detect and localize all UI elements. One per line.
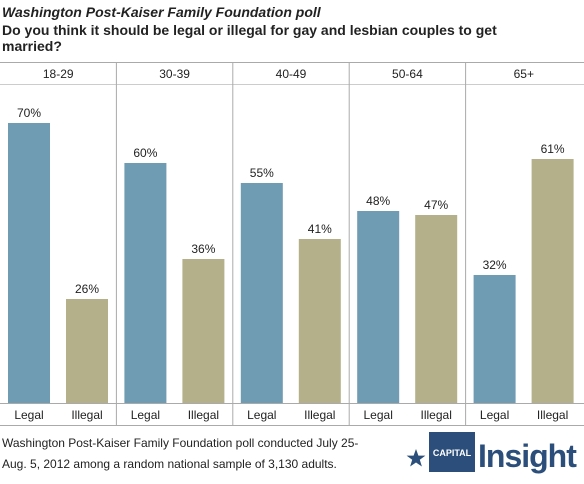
logo: CAPITAL Insight bbox=[406, 432, 578, 474]
series-label: Legal bbox=[364, 408, 393, 422]
series-label: Legal bbox=[480, 408, 509, 422]
logo-big: Insight bbox=[478, 438, 577, 474]
bar bbox=[182, 259, 225, 403]
value-label: 55% bbox=[250, 166, 274, 180]
group-label: 50-64 bbox=[392, 67, 423, 81]
logo-small: CAPITAL bbox=[433, 448, 472, 458]
bar bbox=[124, 163, 167, 403]
logo-box bbox=[429, 432, 475, 472]
group-label: 65+ bbox=[514, 67, 534, 81]
group-label: 18-29 bbox=[43, 67, 74, 81]
value-label: 48% bbox=[366, 194, 390, 208]
bar bbox=[415, 215, 458, 403]
value-label: 26% bbox=[75, 282, 99, 296]
bar bbox=[298, 239, 341, 403]
value-label: 36% bbox=[191, 242, 215, 256]
series-label: Legal bbox=[131, 408, 160, 422]
series-label: Legal bbox=[247, 408, 276, 422]
note: Washington Post-Kaiser Family Foundation… bbox=[2, 436, 358, 450]
chart-title: Washington Post-Kaiser Family Foundation… bbox=[2, 4, 322, 20]
bar bbox=[8, 123, 50, 403]
chart-subtitle: married? bbox=[2, 38, 62, 54]
chart-subtitle: Do you think it should be legal or illeg… bbox=[2, 22, 497, 38]
series-label: Illegal bbox=[537, 408, 568, 422]
series-label: Illegal bbox=[188, 408, 219, 422]
series-label: Illegal bbox=[421, 408, 452, 422]
logo-star bbox=[406, 449, 426, 467]
value-label: 32% bbox=[483, 258, 507, 272]
bar bbox=[531, 159, 574, 403]
bar bbox=[357, 211, 400, 403]
value-label: 70% bbox=[17, 106, 41, 120]
series-label: Illegal bbox=[71, 408, 102, 422]
group-label: 30-39 bbox=[159, 67, 190, 81]
series-label: Illegal bbox=[304, 408, 335, 422]
bar bbox=[473, 275, 516, 403]
note: Aug. 5, 2012 among a random national sam… bbox=[2, 457, 337, 471]
value-label: 41% bbox=[308, 222, 332, 236]
group-label: 40-49 bbox=[276, 67, 307, 81]
bar bbox=[240, 183, 283, 403]
bar bbox=[66, 299, 108, 403]
value-label: 60% bbox=[133, 146, 157, 160]
series-label: Legal bbox=[14, 408, 43, 422]
value-label: 61% bbox=[541, 142, 565, 156]
value-label: 47% bbox=[424, 198, 448, 212]
